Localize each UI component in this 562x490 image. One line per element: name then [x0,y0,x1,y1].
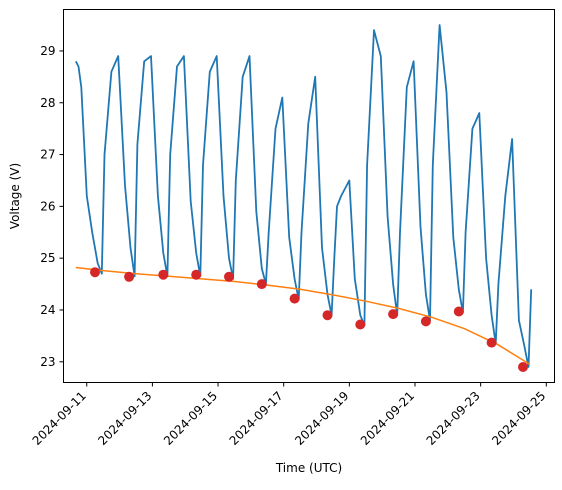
minimum-point [486,337,497,348]
y-tick-label: 29 [40,44,55,58]
minimum-point [355,319,366,330]
minimum-point [453,306,464,317]
x-tick-label: 2024-09-25 [489,389,548,448]
x-tick-label: 2024-09-15 [161,389,220,448]
minimum-point [124,271,135,282]
x-axis: 2024-09-11 2024-09-13 2024-09-15 2024-09-17… [30,382,548,448]
minimum-point [158,269,169,280]
y-tick-label: 26 [40,199,55,213]
minimum-point [322,310,333,321]
minimum-point [224,271,234,282]
y-tick-label: 23 [40,355,55,369]
minimum-point [256,279,267,290]
y-tick-label: 28 [40,96,55,110]
y-axis-label: Voltage (V) [8,163,22,229]
plot-content [75,24,533,372]
minimum-point [90,267,100,278]
minimum-point [518,362,528,372]
y-tick-label: 27 [40,148,55,162]
y-tick-label: 25 [40,251,55,265]
minimum-point [420,316,431,327]
x-tick-label: 2024-09-13 [95,389,154,448]
fit-curve-line [75,266,531,366]
y-tick-label: 24 [40,303,55,317]
minimum-point [289,293,300,304]
x-axis-label: Time (UTC) [275,461,342,475]
x-tick-label: 2024-09-17 [227,389,286,448]
plot-frame [63,9,555,383]
minimum-point [191,269,202,280]
x-tick-label: 2024-09-21 [358,389,417,448]
x-tick-label: 2024-09-11 [30,389,89,448]
x-tick-label: 2024-09-23 [424,389,483,448]
x-tick-label: 2024-09-19 [292,389,351,448]
y-axis: 23 24 25 26 27 28 29 [40,44,64,369]
voltage-series-line [75,24,533,368]
minimum-point [388,309,399,320]
